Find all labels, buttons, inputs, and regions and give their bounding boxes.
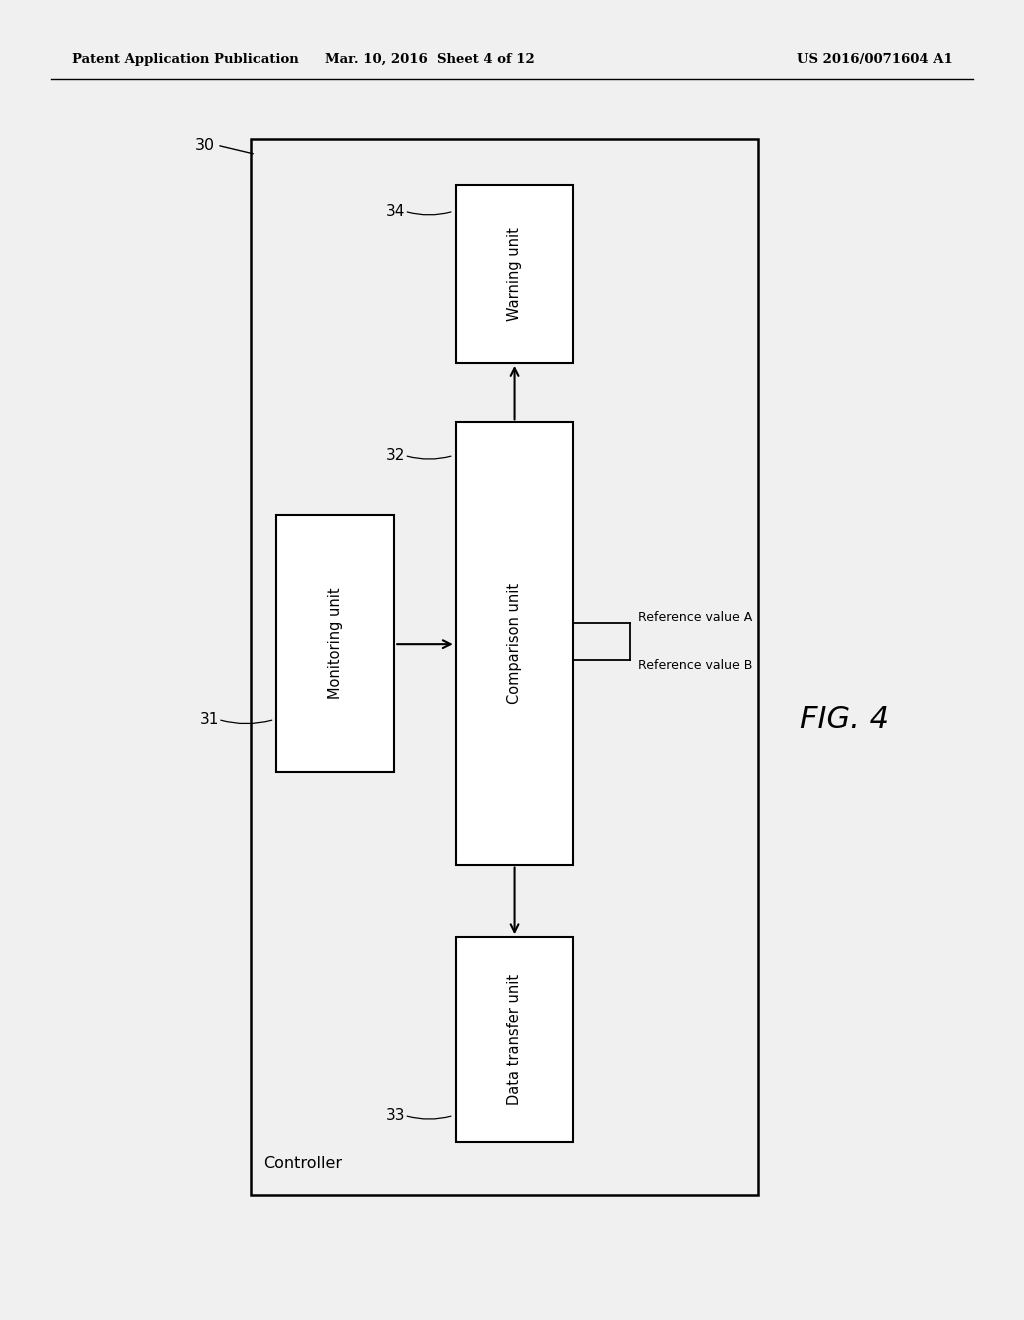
Text: Warning unit: Warning unit xyxy=(507,227,522,321)
Bar xyxy=(276,515,394,772)
Text: US 2016/0071604 A1: US 2016/0071604 A1 xyxy=(797,53,952,66)
Text: 30: 30 xyxy=(195,137,215,153)
Text: 34: 34 xyxy=(386,203,406,219)
Text: Controller: Controller xyxy=(263,1156,342,1171)
Text: Mar. 10, 2016  Sheet 4 of 12: Mar. 10, 2016 Sheet 4 of 12 xyxy=(326,53,535,66)
Text: Patent Application Publication: Patent Application Publication xyxy=(72,53,298,66)
Text: 33: 33 xyxy=(386,1107,406,1123)
Text: Reference value A: Reference value A xyxy=(638,611,753,624)
Text: Comparison unit: Comparison unit xyxy=(507,583,522,704)
Text: Data transfer unit: Data transfer unit xyxy=(507,974,522,1105)
Bar xyxy=(456,937,573,1142)
Text: Monitoring unit: Monitoring unit xyxy=(328,587,343,700)
Text: Reference value B: Reference value B xyxy=(638,659,753,672)
Bar xyxy=(456,422,573,865)
Text: 32: 32 xyxy=(386,447,406,463)
Text: 31: 31 xyxy=(200,711,219,727)
Bar xyxy=(456,185,573,363)
Text: FIG. 4: FIG. 4 xyxy=(801,705,889,734)
Bar xyxy=(251,139,758,1195)
